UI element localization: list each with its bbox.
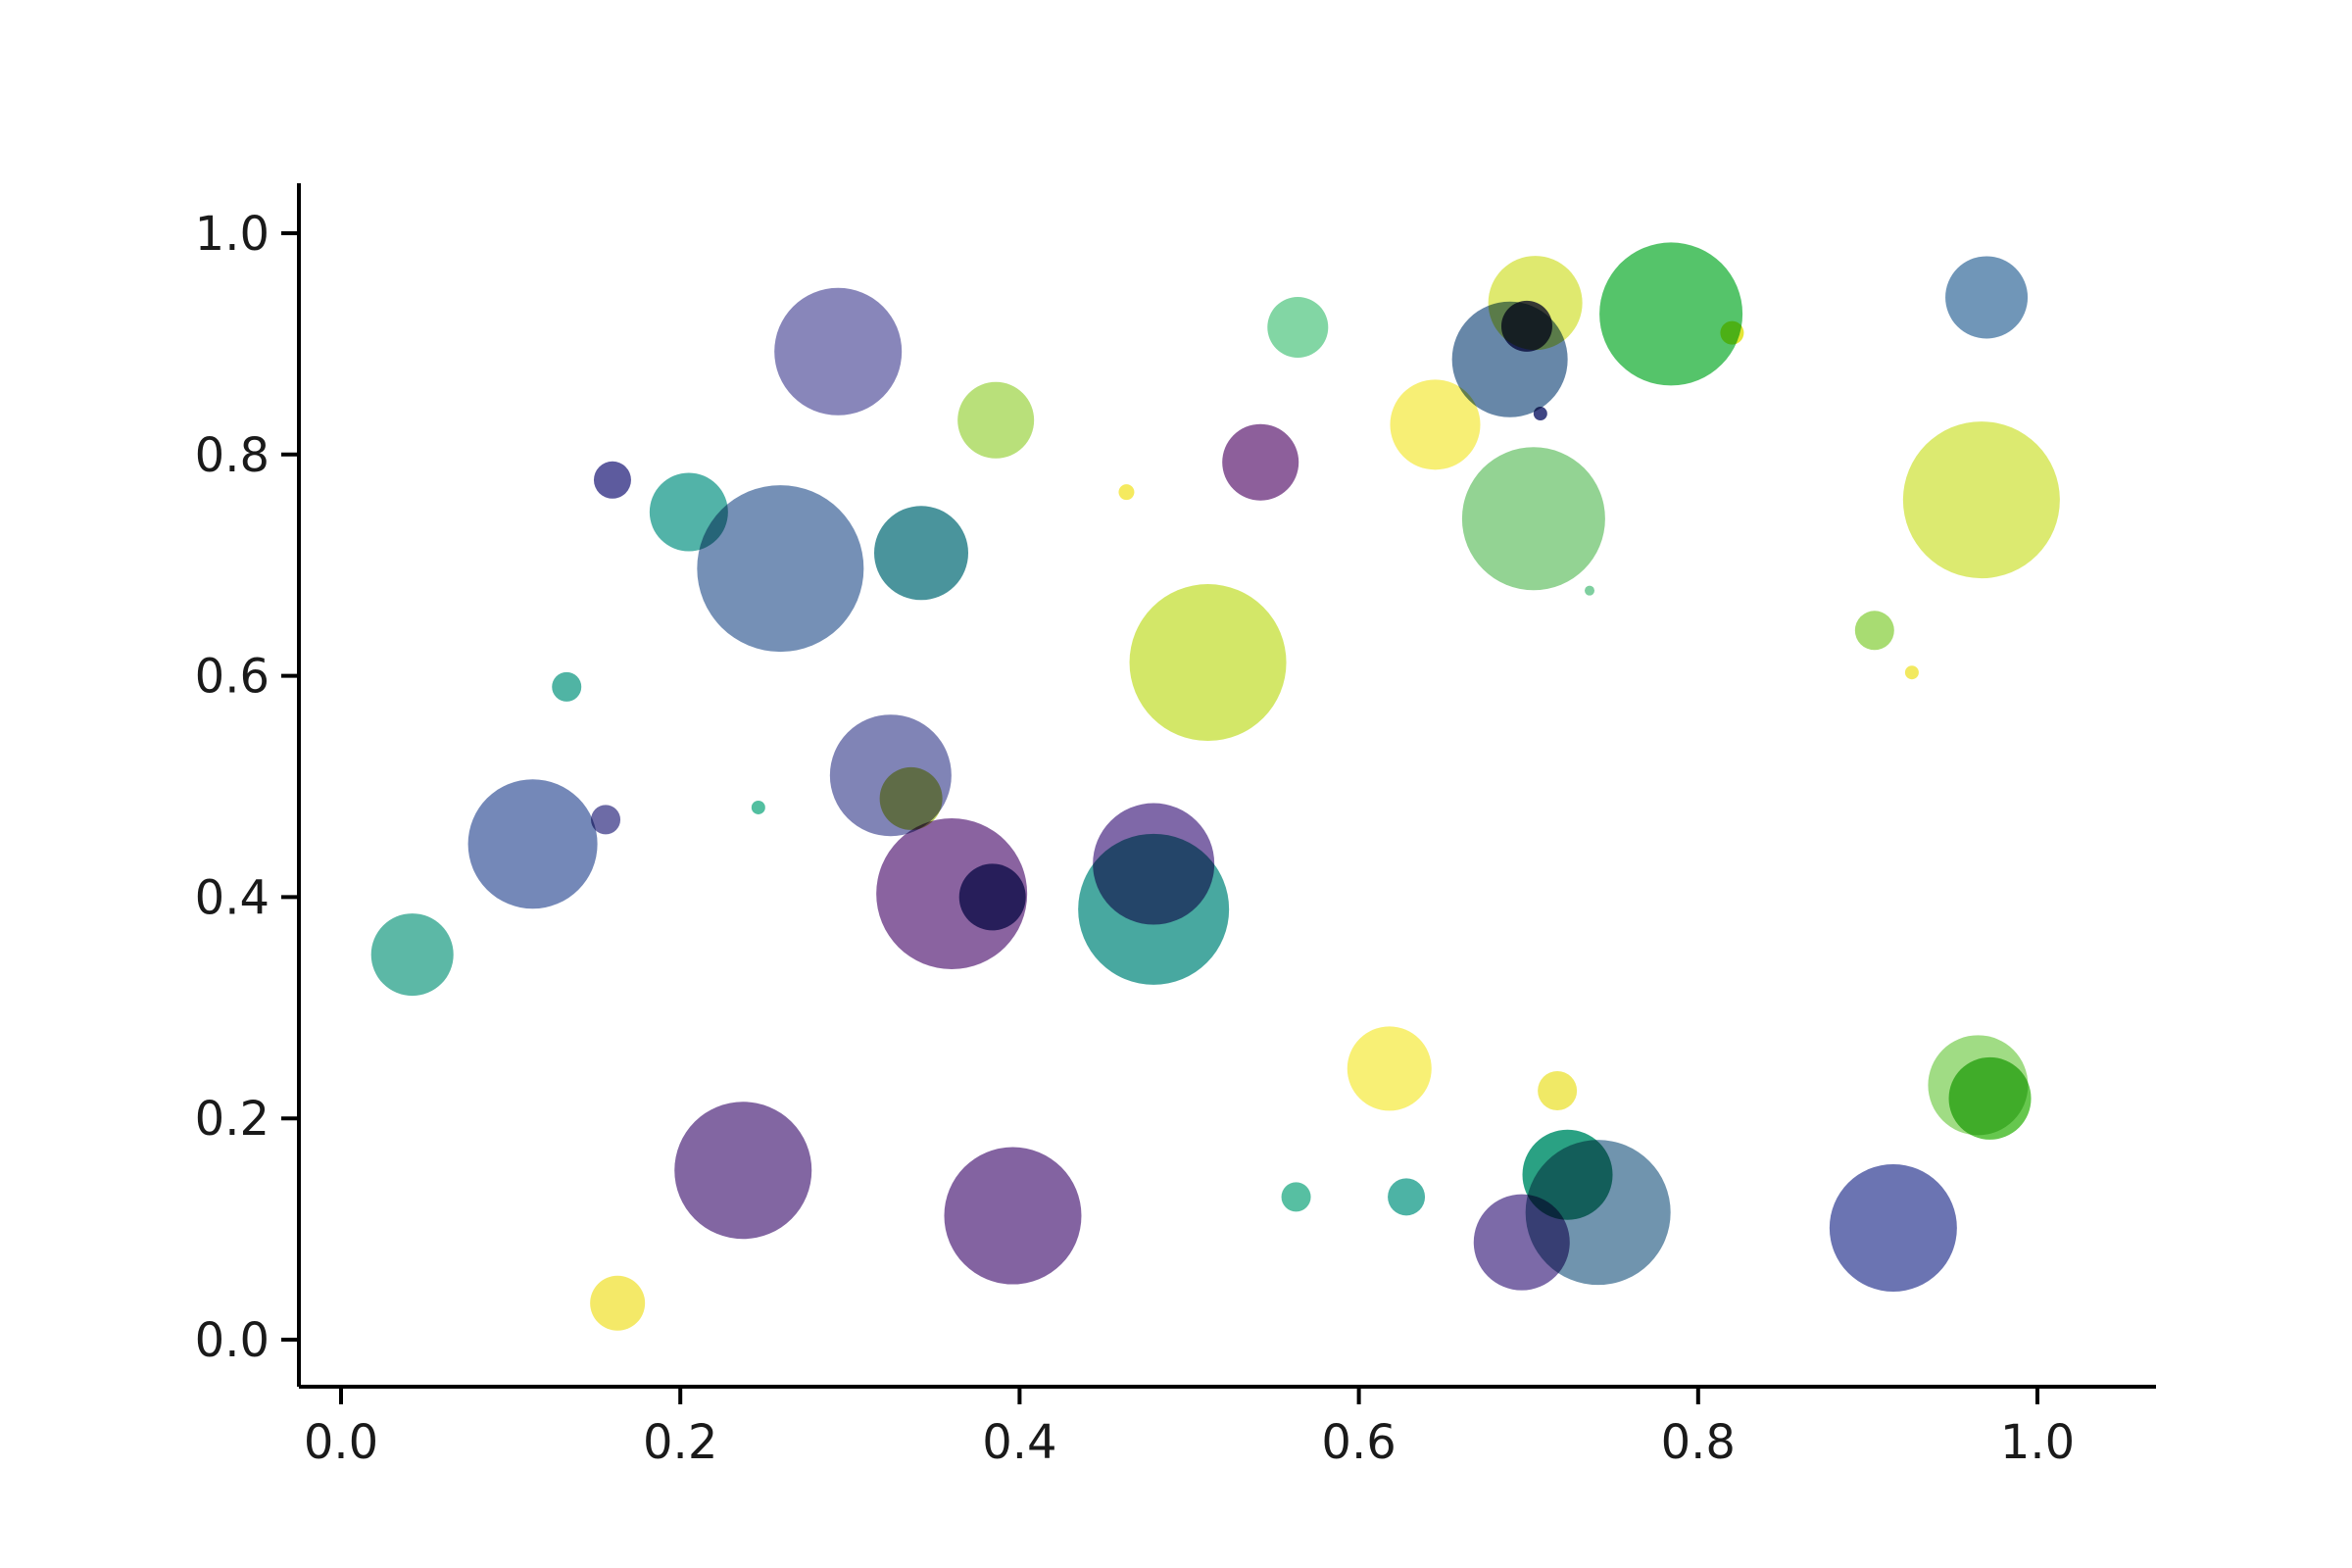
bubble-marker xyxy=(958,863,1026,931)
bubble-marker xyxy=(1829,1163,1957,1292)
bubble-marker xyxy=(1461,447,1605,591)
bubble-marker xyxy=(751,800,765,814)
x-tick-label: 0.4 xyxy=(982,1415,1056,1470)
y-tick-label: 0.2 xyxy=(195,1092,270,1147)
bubble-marker xyxy=(1599,242,1743,386)
bubble-marker xyxy=(370,913,454,997)
bubble-marker xyxy=(1902,421,2060,579)
x-tick-label: 0.2 xyxy=(643,1415,717,1470)
bubble-marker xyxy=(1720,320,1744,345)
bubble-marker xyxy=(590,1275,646,1331)
y-tick-label: 1.0 xyxy=(195,207,270,262)
bubble-marker xyxy=(1854,611,1894,651)
bubble-marker xyxy=(591,805,621,835)
bubble-marker xyxy=(674,1102,812,1240)
bubble-marker xyxy=(1473,1194,1570,1291)
bubble-marker xyxy=(1347,1026,1432,1111)
bubble-marker xyxy=(1948,1056,2032,1140)
bubble-marker xyxy=(774,287,903,416)
bubble-marker xyxy=(1538,1070,1578,1110)
bubble-marker xyxy=(957,381,1035,459)
bubble-marker xyxy=(1078,833,1230,985)
bubble-marker xyxy=(1533,407,1547,421)
bubble-marker xyxy=(1281,1182,1311,1212)
bubble-marker xyxy=(876,818,1028,970)
bubble-marker xyxy=(1222,423,1299,501)
bubble-marker xyxy=(874,506,969,601)
axes-layer: 0.0 0.2 0.4 0.6 0.8 1.0 0.0 0.2 0.4 0.6 0.8 1.0 xyxy=(195,183,2156,1470)
bubble-marker xyxy=(879,766,943,830)
bubble-marker xyxy=(1945,256,2029,339)
bubble-marker xyxy=(1388,1178,1426,1216)
bubble-marker xyxy=(1390,379,1481,470)
bubble-marker xyxy=(944,1147,1082,1285)
bubble-marker xyxy=(1129,584,1287,742)
bubble-marker xyxy=(697,485,864,653)
y-tick-label: 0.6 xyxy=(195,650,270,705)
bubble-marker xyxy=(1118,484,1135,501)
bubble-layer xyxy=(370,242,2060,1331)
y-tick-label: 0.4 xyxy=(195,870,270,925)
bubble-marker xyxy=(552,671,582,702)
bubble-marker xyxy=(1585,585,1595,596)
x-tick-label: 0.0 xyxy=(304,1415,378,1470)
y-tick-label: 0.0 xyxy=(195,1313,270,1368)
x-tick-label: 0.6 xyxy=(1321,1415,1396,1470)
bubble-marker xyxy=(1267,296,1329,358)
bubble-marker xyxy=(1904,665,1919,680)
x-tick-label: 1.0 xyxy=(2000,1415,2075,1470)
bubble-marker xyxy=(1488,256,1583,351)
x-tick-label: 0.8 xyxy=(1661,1415,1736,1470)
y-tick-label: 0.8 xyxy=(195,428,270,483)
bubble-marker xyxy=(467,779,598,909)
bubble-marker xyxy=(593,461,631,499)
